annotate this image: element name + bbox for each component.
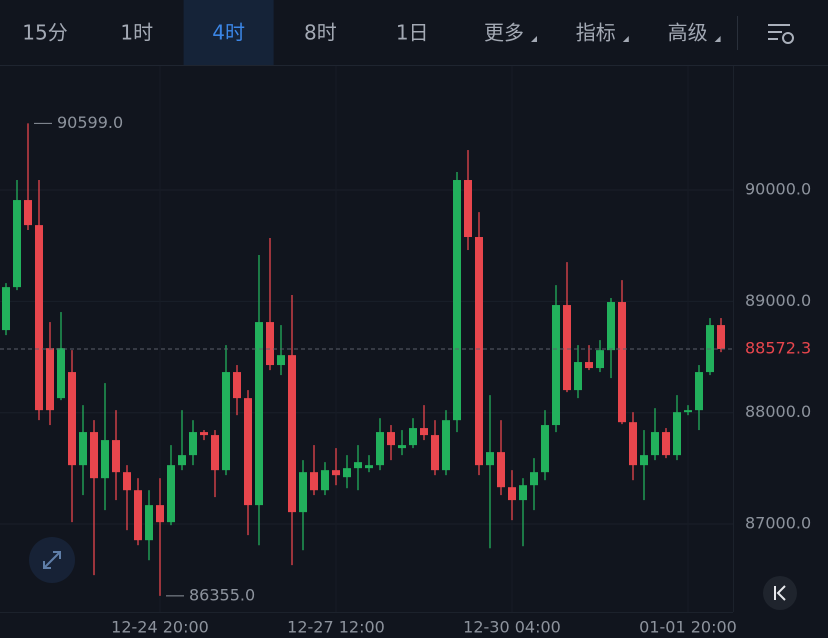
candle-body (145, 505, 153, 541)
candle-body (596, 350, 604, 369)
tab[interactable]: 高级 (668, 21, 708, 45)
candle-body (585, 362, 593, 369)
candle-body (255, 322, 263, 506)
candle-body (266, 322, 274, 366)
candle-body (2, 287, 10, 331)
candle-body (299, 472, 307, 513)
candle-body (46, 348, 54, 411)
candle-body (442, 420, 450, 471)
settings-icon[interactable] (768, 24, 794, 44)
candle-body (640, 455, 648, 466)
tab[interactable]: 指标 (576, 21, 616, 45)
candle-body (464, 180, 472, 238)
x-tick-label: 12-24 20:00 (111, 618, 209, 637)
y-tick-label: 88000.0 (745, 402, 811, 421)
candle-body (574, 362, 582, 391)
candle-body (288, 355, 296, 513)
candle-body (486, 452, 494, 466)
candle-body (398, 445, 406, 449)
candle-body (563, 305, 571, 391)
tab[interactable]: 8时 (304, 21, 337, 45)
candle-body (673, 412, 681, 456)
tab[interactable]: 更多 (484, 21, 524, 45)
candle-body (123, 472, 131, 491)
tab[interactable]: 1日 (396, 21, 429, 45)
candle-body (453, 180, 461, 421)
candle-body (662, 432, 670, 456)
candle-body (134, 490, 142, 541)
y-tick-label: 90000.0 (745, 180, 811, 199)
dropdown-arrow (714, 36, 721, 42)
candle-body (354, 462, 362, 469)
candle-body (717, 325, 725, 349)
candle-body (508, 487, 516, 501)
candle-body (178, 455, 186, 466)
candle-body (79, 432, 87, 466)
candle-body (167, 465, 175, 523)
candle-body (24, 200, 32, 226)
candle-body (35, 225, 43, 411)
x-tick-label: 12-27 12:00 (287, 618, 385, 637)
candle-body (409, 428, 417, 446)
candle-body (420, 428, 428, 436)
candle-body (684, 410, 692, 413)
candle-body (607, 302, 615, 351)
candle-body (651, 432, 659, 456)
candle-body (277, 355, 285, 366)
candle-body (376, 432, 384, 466)
dropdown-arrow (531, 36, 537, 42)
candle-body (189, 432, 197, 456)
x-tick-label: 01-01 20:00 (639, 618, 737, 637)
candle-body (321, 470, 329, 491)
candle-body (343, 468, 351, 478)
candle-body (387, 432, 395, 446)
candle-body (332, 470, 340, 476)
candle-body (541, 425, 549, 473)
low-annotation: 86355.0 (189, 585, 255, 604)
candle-body (497, 452, 505, 488)
candle-body (222, 372, 230, 471)
candle-body (57, 348, 65, 399)
tab-selected-bg (183, 0, 274, 65)
candle-body (200, 432, 208, 436)
candle-body (618, 302, 626, 423)
candle-body (475, 237, 483, 466)
tab[interactable]: 15分 (22, 21, 67, 45)
y-tick-label: 87000.0 (745, 514, 811, 533)
scroll-latest-button[interactable] (763, 576, 797, 610)
tab[interactable]: 4时 (212, 21, 245, 45)
high-annotation: 90599.0 (57, 113, 123, 132)
candle-body (629, 422, 637, 466)
candle-body (156, 505, 164, 523)
candle-body (244, 398, 252, 506)
dropdown-arrow (622, 36, 629, 42)
candle-body (530, 472, 538, 486)
tab[interactable]: 1时 (120, 21, 153, 45)
candle-body (13, 200, 21, 288)
candle-body (552, 305, 560, 426)
candle-body (68, 372, 76, 466)
x-tick-label: 12-30 04:00 (463, 618, 561, 637)
last-price-label: 88572.3 (745, 338, 811, 357)
y-tick-label: 89000.0 (745, 291, 811, 310)
candle-body (233, 372, 241, 399)
candle-body (519, 485, 527, 501)
candle-body (112, 440, 120, 473)
expand-button[interactable] (29, 537, 75, 583)
candle-body (211, 435, 219, 471)
candle-body (365, 465, 373, 469)
candle-body (101, 440, 109, 479)
candle-body (90, 432, 98, 479)
candle-body (310, 472, 318, 491)
candle-body (431, 435, 439, 471)
candle-body (695, 372, 703, 411)
